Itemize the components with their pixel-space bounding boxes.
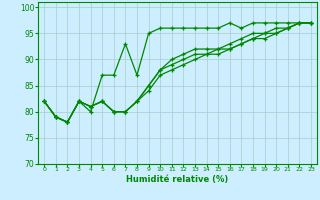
X-axis label: Humidité relative (%): Humidité relative (%)	[126, 175, 229, 184]
